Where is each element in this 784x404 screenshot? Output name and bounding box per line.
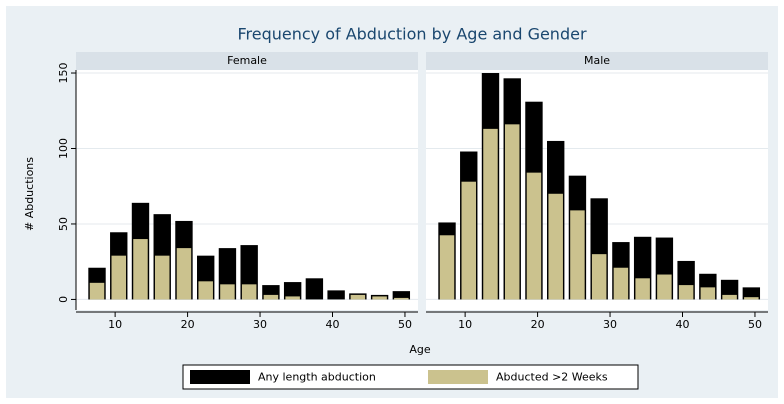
bar: [220, 284, 235, 300]
bar: [483, 128, 498, 300]
bar: [241, 284, 257, 300]
x-tick-label: 30: [253, 318, 267, 331]
bar: [154, 255, 170, 300]
y-tick-label: 0: [57, 296, 70, 303]
bar: [133, 239, 148, 300]
bar: [111, 255, 126, 300]
legend: [182, 364, 639, 390]
bar: [742, 287, 761, 300]
panel-title: Female: [227, 54, 267, 67]
bar: [570, 210, 585, 300]
bar: [392, 291, 411, 300]
y-tick-label: 150: [57, 63, 70, 84]
bar: [548, 193, 563, 300]
y-axis-label: # Abductions: [23, 157, 36, 231]
x-axis-label: Age: [409, 343, 431, 356]
bar: [591, 254, 607, 300]
bar: [744, 297, 759, 300]
bar: [327, 290, 345, 300]
panel-header: [76, 52, 418, 70]
bar: [176, 248, 192, 300]
bar: [439, 235, 455, 300]
x-tick-label: 10: [458, 318, 472, 331]
x-tick-label: 50: [748, 318, 762, 331]
bar: [394, 297, 409, 300]
x-tick-label: 10: [108, 318, 122, 331]
bar: [504, 124, 520, 300]
bar: [285, 296, 300, 300]
bar: [635, 278, 650, 300]
x-tick-label: 50: [398, 318, 412, 331]
y-tick-label: 100: [57, 138, 70, 159]
x-tick-label: 20: [181, 318, 195, 331]
panel-header: [426, 52, 768, 70]
x-tick-label: 20: [531, 318, 545, 331]
bar: [372, 296, 387, 300]
bar: [657, 274, 672, 300]
bar: [198, 281, 213, 300]
y-tick-label: 50: [57, 217, 70, 231]
bar: [283, 282, 302, 300]
bar: [305, 278, 324, 300]
x-tick-label: 30: [603, 318, 617, 331]
bar: [461, 181, 476, 300]
legend-key: [190, 370, 250, 384]
bar: [722, 294, 737, 300]
x-tick-label: 40: [676, 318, 690, 331]
legend-key: [428, 370, 488, 384]
panel-title: Male: [584, 54, 610, 67]
bar: [263, 294, 279, 300]
bar: [700, 287, 716, 300]
legend-label: Any length abduction: [258, 371, 376, 384]
bar: [720, 279, 739, 300]
legend-label: Abducted >2 Weeks: [496, 371, 608, 384]
chart-title: Frequency of Abduction by Age and Gender: [237, 25, 586, 44]
x-tick-label: 40: [326, 318, 340, 331]
bar: [678, 285, 694, 300]
bar: [526, 172, 542, 300]
bar: [613, 267, 629, 300]
bar: [89, 282, 105, 300]
bar: [350, 294, 366, 300]
